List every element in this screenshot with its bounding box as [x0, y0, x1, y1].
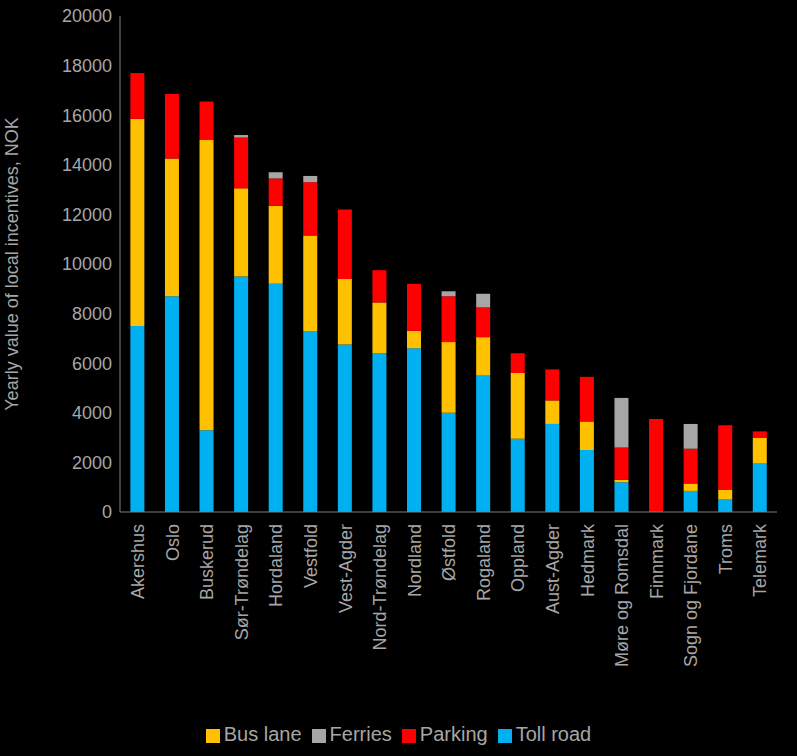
svg-text:Sør-Trøndelag: Sør-Trøndelag [232, 524, 252, 640]
svg-text:Nord-Trøndelag: Nord-Trøndelag [370, 524, 390, 650]
svg-text:2000: 2000 [72, 453, 112, 473]
svg-text:20000: 20000 [62, 6, 112, 26]
svg-text:Finnmark: Finnmark [647, 523, 667, 599]
svg-text:Vest-Agder: Vest-Agder [336, 524, 356, 613]
svg-text:Buskerud: Buskerud [197, 524, 217, 600]
svg-text:Sogn og Fjordane: Sogn og Fjordane [681, 524, 701, 667]
svg-text:Møre og Romsdal: Møre og Romsdal [612, 524, 632, 667]
svg-text:Aust-Agder: Aust-Agder [543, 524, 563, 614]
svg-text:12000: 12000 [62, 205, 112, 225]
svg-text:0: 0 [102, 502, 112, 522]
svg-text:Telemark: Telemark [750, 523, 770, 597]
svg-text:Vestfold: Vestfold [301, 524, 321, 588]
svg-text:Oslo: Oslo [163, 524, 183, 561]
svg-text:Østfold: Østfold [439, 524, 459, 581]
svg-text:Akershus: Akershus [128, 524, 148, 599]
html-text:Toll road: Toll road [515, 723, 592, 745]
html-text:Bus lane: Bus lane [223, 723, 302, 745]
svg-text:18000: 18000 [62, 56, 112, 76]
svg-text:Hedmark: Hedmark [578, 523, 598, 597]
svg-text:16000: 16000 [62, 106, 112, 126]
html-text:Ferries: Ferries [329, 723, 392, 745]
svg-text:4000: 4000 [72, 403, 112, 423]
svg-text:6000: 6000 [72, 354, 112, 374]
html-text:Parking: Parking [419, 723, 488, 745]
svg-text:Rogaland: Rogaland [474, 524, 494, 601]
svg-text:10000: 10000 [62, 254, 112, 274]
svg-text:8000: 8000 [72, 304, 112, 324]
svg-text:Troms: Troms [716, 524, 736, 574]
svg-text:Yearly value of local incentiv: Yearly value of local incentives, NOK [8, 117, 22, 410]
svg-text:14000: 14000 [62, 155, 112, 175]
svg-text:Oppland: Oppland [508, 524, 528, 592]
svg-text:Nordland: Nordland [405, 524, 425, 597]
svg-text:Hordaland: Hordaland [266, 524, 286, 607]
